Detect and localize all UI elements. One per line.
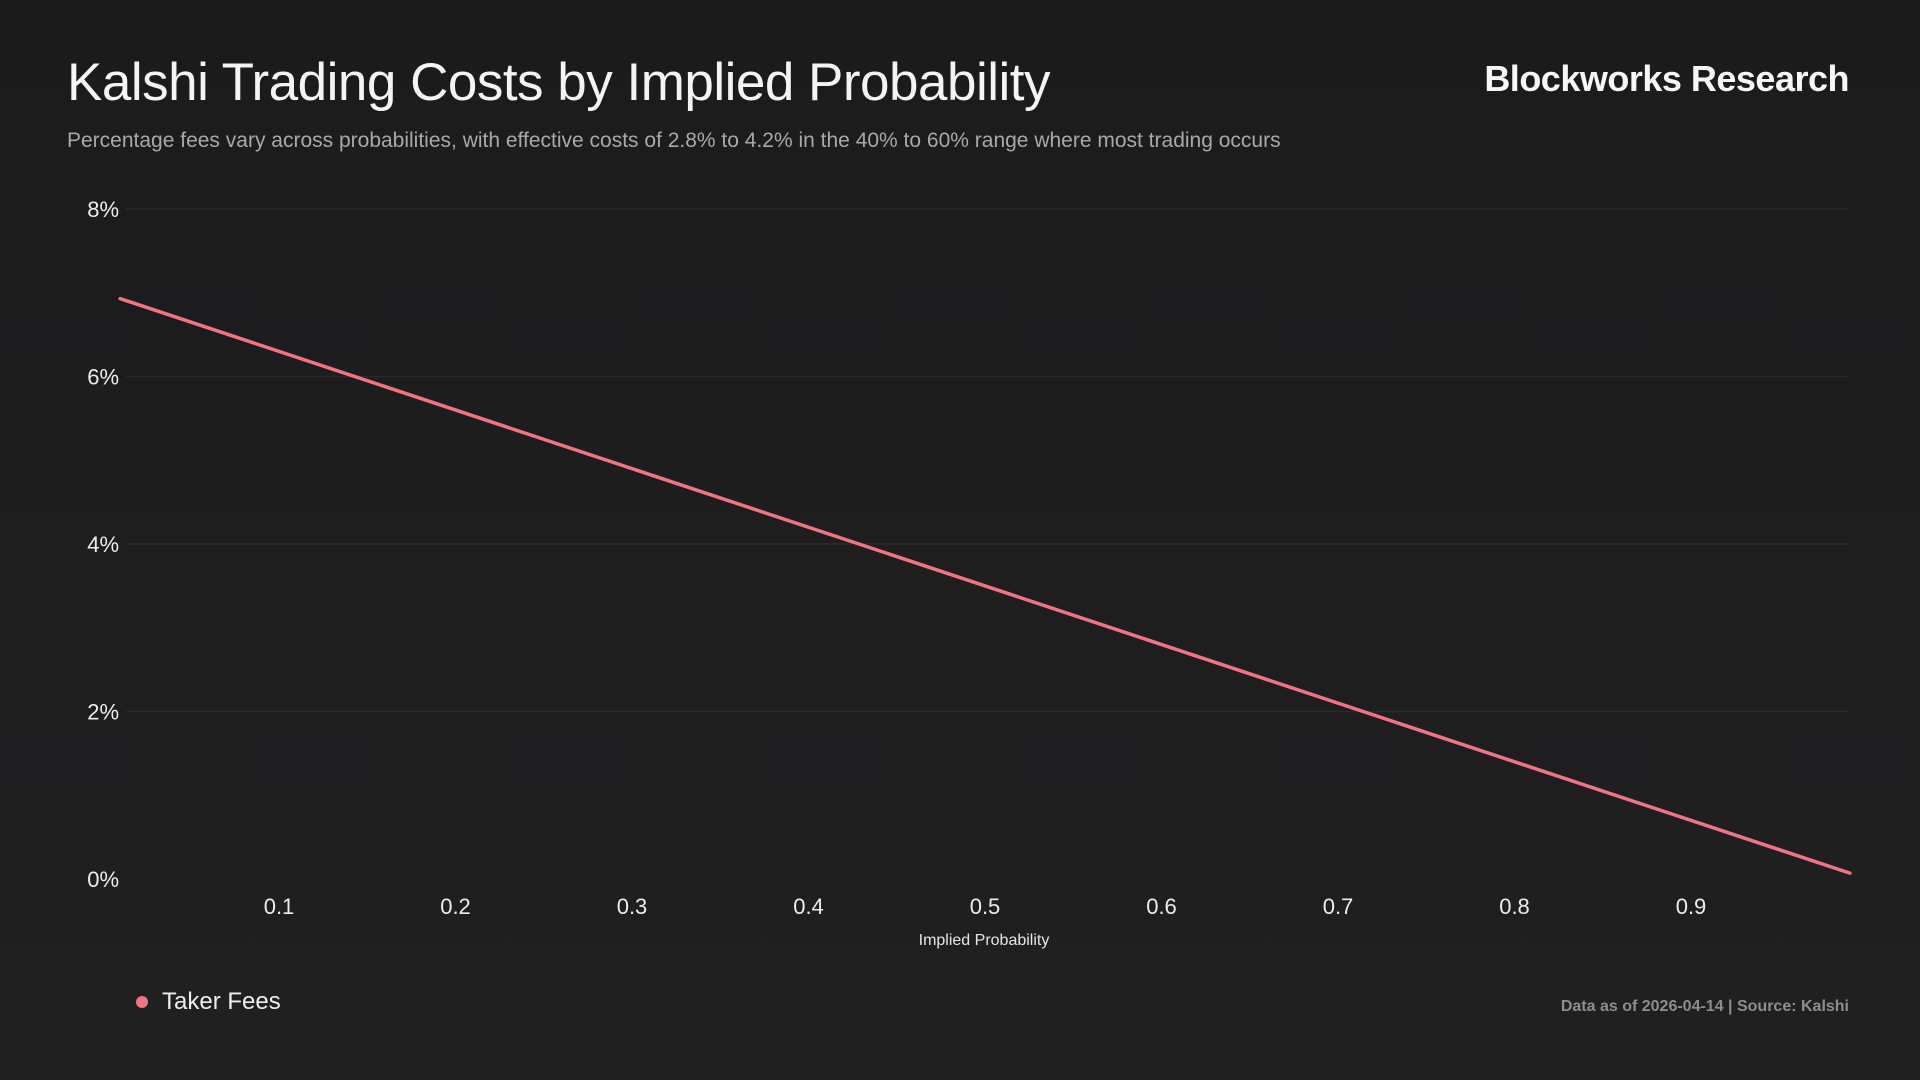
y-tick-label: 0% [87, 867, 119, 892]
x-tick-label: 0.6 [1146, 894, 1177, 919]
legend-marker-icon [136, 996, 148, 1008]
chart-title: Kalshi Trading Costs by Implied Probabil… [67, 53, 1051, 112]
x-tick-label: 0.4 [793, 894, 824, 919]
x-tick-label: 0.5 [970, 894, 1001, 919]
x-tick-label: 0.1 [264, 894, 295, 919]
y-tick-label: 8% [87, 197, 119, 222]
y-tick-label: 4% [87, 532, 119, 557]
brand-logo: Blockworks Research [1484, 58, 1849, 99]
legend-label: Taker Fees [162, 988, 281, 1015]
x-tick-label: 0.2 [440, 894, 471, 919]
chart-subtitle: Percentage fees vary across probabilitie… [67, 129, 1281, 152]
y-tick-label: 6% [87, 365, 119, 390]
x-tick-label: 0.7 [1323, 894, 1354, 919]
series-line-taker-fees [118, 296, 1852, 875]
x-tick-label: 0.8 [1499, 894, 1530, 919]
source-note: Data as of 2026-04-14 | Source: Kalshi [1560, 998, 1849, 1015]
legend: Taker Fees [136, 988, 281, 1016]
x-tick-label: 0.3 [617, 894, 648, 919]
x-tick-label: 0.9 [1676, 894, 1707, 919]
y-tick-label: 2% [87, 700, 119, 725]
x-axis-label: Implied Probability [919, 932, 1050, 949]
